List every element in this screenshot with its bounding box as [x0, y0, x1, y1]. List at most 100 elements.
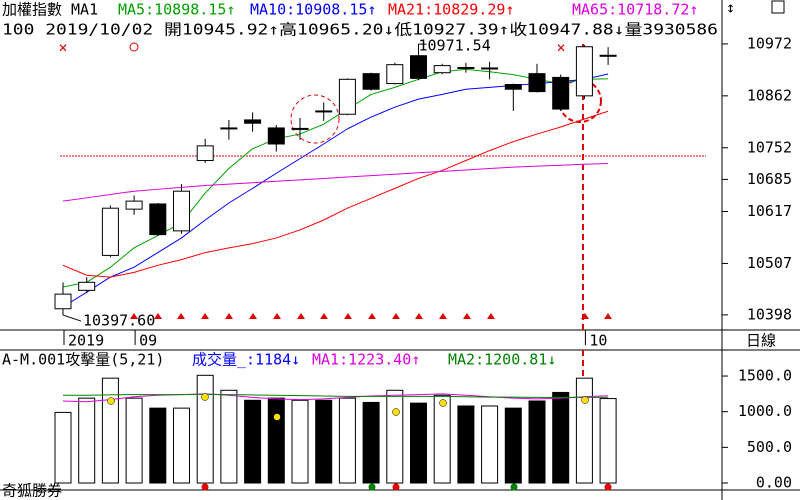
signal-triangle	[344, 313, 352, 319]
ma-line	[62, 68, 609, 288]
ohlc-info: 100 2019/10/02 開10945.92↑高10965.20↓低1092…	[2, 21, 718, 39]
ma-line	[62, 162, 609, 202]
legend-entry: MA5:10898.15↑	[118, 1, 235, 19]
signal-triangle	[463, 313, 471, 319]
signal-dot	[392, 483, 400, 491]
signal-triangle	[225, 313, 233, 319]
volume-bar	[386, 389, 404, 484]
signal-dot	[129, 42, 139, 52]
ma-line	[62, 110, 609, 278]
y-tick-label: 1500.0	[738, 367, 792, 385]
volume-bar	[410, 402, 427, 484]
y-tick-label: 10972	[747, 34, 792, 52]
signal-dot	[201, 483, 209, 491]
y-tick-label: 10685	[747, 170, 792, 188]
signal-triangle	[249, 313, 257, 319]
volume-bar	[575, 377, 593, 484]
candle-body	[125, 200, 143, 210]
signal-dot	[368, 483, 376, 491]
signal-cross: ×	[58, 39, 67, 57]
volume-bar	[54, 411, 72, 484]
candle-body	[220, 127, 238, 130]
signal-markers	[130, 313, 612, 319]
candle-body	[173, 190, 190, 232]
candle-body	[552, 76, 570, 110]
candle-body	[315, 110, 333, 113]
candle-body	[386, 64, 404, 85]
candle-body	[457, 67, 475, 70]
candle-body	[433, 65, 451, 74]
signal-dot	[201, 393, 209, 401]
volume-bar	[433, 394, 451, 484]
signal-triangle	[154, 313, 162, 319]
y-tick-label: 500.0	[747, 438, 792, 456]
volume-bar	[267, 397, 285, 484]
volume-bar	[315, 399, 333, 484]
legend-entry: MA10:10908.15↑	[250, 1, 376, 19]
signal-dot	[273, 413, 281, 421]
signal-dot	[439, 399, 447, 407]
signal-dot	[510, 483, 518, 491]
signal-triangle	[130, 313, 138, 319]
signal-triangle	[415, 313, 423, 319]
legend-entry: MA65:10718.72↑	[572, 1, 698, 19]
y-tick-label: 10398	[747, 305, 792, 323]
x-tick-label: 10	[589, 332, 607, 350]
signal-triangle	[487, 313, 495, 319]
volume-bar	[149, 407, 167, 484]
signal-circle	[290, 94, 340, 144]
annotation: 10397.60	[83, 312, 155, 330]
volume-bar	[552, 391, 570, 484]
period-label: 日線	[746, 332, 776, 350]
volume-bar	[125, 397, 143, 484]
volume-bar	[244, 399, 262, 484]
y-tick-label: 10507	[747, 254, 792, 272]
signal-dot	[581, 396, 589, 404]
legend-entry: 成交量_:1184↓	[192, 351, 300, 369]
volume-bar	[173, 407, 190, 484]
volume-bar	[457, 405, 475, 484]
candle-body	[101, 207, 119, 256]
x-tick-label: 2019	[68, 332, 104, 350]
candle-body	[78, 281, 96, 291]
volume-bar	[101, 377, 119, 484]
volume-bar	[362, 401, 380, 484]
y-tick-label: 1000.0	[738, 402, 792, 420]
legend-entry: MA21:10829.29↑	[388, 1, 514, 19]
y-tick-label: 0.00	[756, 474, 792, 492]
signal-triangle	[581, 313, 589, 319]
x-tick-label: 09	[139, 332, 157, 350]
window-icon[interactable]	[771, 0, 785, 14]
candle-body	[481, 67, 499, 70]
signal-dot	[392, 408, 400, 416]
signal-triangle	[297, 313, 305, 319]
signal-triangle	[392, 313, 400, 319]
candle-body	[149, 203, 167, 236]
signal-triangle	[320, 313, 328, 319]
volume-bar	[528, 400, 546, 484]
candle-body	[244, 119, 262, 124]
signal-triangle	[177, 313, 185, 319]
candle-body	[291, 127, 309, 130]
candle-body	[362, 73, 380, 90]
candle-body	[528, 73, 546, 93]
volume-bar	[291, 399, 309, 484]
volume-signals	[107, 393, 612, 491]
y-tick-label: 10752	[747, 138, 792, 156]
panel-footer: 奇狐勝券	[2, 482, 62, 500]
resize-icon[interactable]: ↕	[726, 0, 735, 17]
signal-dot	[107, 397, 115, 405]
y-tick-label: 10617	[747, 202, 792, 220]
candle-body	[410, 55, 427, 79]
signal-triangle	[368, 313, 376, 319]
annotation: 10971.54	[419, 37, 491, 55]
candle-body	[575, 46, 593, 97]
volume-bar	[196, 374, 214, 484]
volume-bar	[599, 398, 617, 484]
candle-body	[338, 78, 356, 115]
volume-bar	[481, 405, 499, 484]
candle-body	[54, 293, 72, 310]
signal-cross: ×	[556, 39, 565, 57]
volume-bar	[78, 397, 96, 484]
